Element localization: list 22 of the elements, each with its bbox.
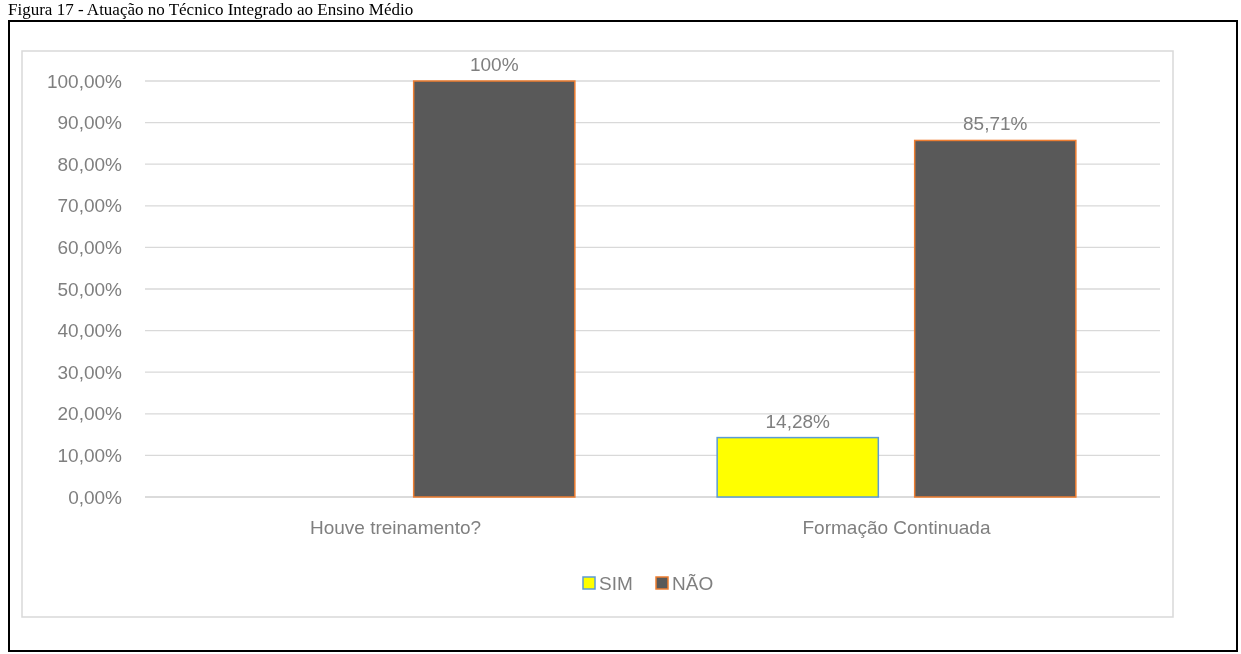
y-tick-label: 80,00% bbox=[57, 153, 123, 175]
legend-label: SIM bbox=[599, 572, 633, 594]
data-label: 14,28% bbox=[765, 410, 831, 432]
bar bbox=[412, 80, 576, 498]
chart-title: Figura 17 - Atuação no Técnico Integrado ao Ensino Médio bbox=[8, 0, 414, 19]
data-label: 85,71% bbox=[963, 113, 1028, 135]
data-label: 100% bbox=[469, 54, 519, 75]
bar bbox=[913, 139, 1077, 498]
y-tick-label: 40,00% bbox=[57, 320, 123, 342]
x-tick-label: Formação Continuada bbox=[802, 517, 991, 538]
y-tick-label: 60,00% bbox=[57, 237, 123, 259]
y-tick-label: 90,00% bbox=[57, 112, 123, 134]
y-tick-label: 70,00% bbox=[57, 195, 123, 217]
y-tick-label: 10,00% bbox=[57, 445, 123, 467]
y-tick-label: 50,00% bbox=[57, 278, 123, 300]
legend-label: NÃO bbox=[672, 572, 714, 594]
bar bbox=[716, 436, 880, 498]
x-tick-label: Houve treinamento? bbox=[309, 517, 482, 538]
y-tick-label: 20,00% bbox=[57, 403, 123, 425]
y-tick-label: 0,00% bbox=[68, 486, 123, 508]
y-tick-label: 30,00% bbox=[57, 361, 123, 383]
y-tick-label: 100,00% bbox=[46, 70, 123, 92]
